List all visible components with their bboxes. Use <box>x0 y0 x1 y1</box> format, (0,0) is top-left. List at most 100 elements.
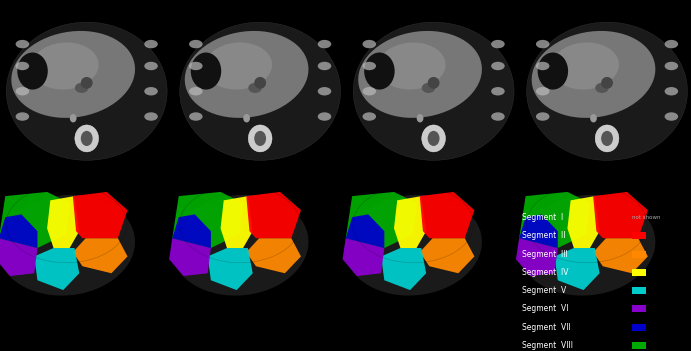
Ellipse shape <box>30 42 99 90</box>
Ellipse shape <box>601 77 613 89</box>
FancyBboxPatch shape <box>2 183 171 347</box>
Ellipse shape <box>16 112 29 121</box>
Ellipse shape <box>11 31 135 118</box>
Ellipse shape <box>491 62 504 70</box>
Ellipse shape <box>364 53 395 90</box>
Ellipse shape <box>518 195 655 296</box>
Ellipse shape <box>538 53 568 90</box>
Text: Segment  III: Segment III <box>522 250 567 259</box>
Ellipse shape <box>536 112 549 121</box>
FancyBboxPatch shape <box>632 305 646 312</box>
Ellipse shape <box>363 62 376 70</box>
Ellipse shape <box>428 131 439 146</box>
Ellipse shape <box>536 40 549 48</box>
Ellipse shape <box>184 31 308 118</box>
Ellipse shape <box>527 22 688 160</box>
FancyBboxPatch shape <box>632 232 646 239</box>
Ellipse shape <box>189 40 202 48</box>
Ellipse shape <box>75 125 99 152</box>
Polygon shape <box>593 192 648 238</box>
Polygon shape <box>0 214 37 248</box>
Ellipse shape <box>16 40 29 48</box>
Ellipse shape <box>590 114 597 122</box>
Ellipse shape <box>358 31 482 118</box>
Ellipse shape <box>243 114 250 122</box>
Ellipse shape <box>6 22 167 160</box>
Ellipse shape <box>144 40 158 48</box>
Text: Segment  VI: Segment VI <box>522 304 568 313</box>
Text: not shown: not shown <box>632 215 661 220</box>
Polygon shape <box>172 192 243 248</box>
Polygon shape <box>169 238 211 276</box>
Ellipse shape <box>665 87 678 95</box>
Ellipse shape <box>204 42 272 90</box>
Ellipse shape <box>16 87 29 95</box>
FancyBboxPatch shape <box>349 183 518 347</box>
Polygon shape <box>346 214 384 248</box>
Ellipse shape <box>16 62 29 70</box>
Ellipse shape <box>531 31 655 118</box>
Text: Segment  II: Segment II <box>522 231 565 240</box>
Ellipse shape <box>491 112 504 121</box>
Ellipse shape <box>144 112 158 121</box>
Ellipse shape <box>665 112 678 121</box>
Ellipse shape <box>595 83 609 93</box>
Ellipse shape <box>551 42 619 90</box>
Ellipse shape <box>171 195 308 296</box>
Ellipse shape <box>144 87 158 95</box>
Ellipse shape <box>75 83 88 93</box>
Ellipse shape <box>318 112 331 121</box>
Polygon shape <box>593 238 648 273</box>
Ellipse shape <box>81 77 93 89</box>
FancyBboxPatch shape <box>2 7 171 176</box>
Ellipse shape <box>70 114 77 122</box>
Ellipse shape <box>144 62 158 70</box>
Text: Segment  VII: Segment VII <box>522 323 571 332</box>
Polygon shape <box>246 238 301 273</box>
Polygon shape <box>519 214 558 248</box>
Polygon shape <box>516 238 558 276</box>
Ellipse shape <box>254 77 266 89</box>
FancyBboxPatch shape <box>176 7 345 176</box>
FancyBboxPatch shape <box>632 342 646 349</box>
FancyBboxPatch shape <box>632 324 646 331</box>
Ellipse shape <box>428 77 439 89</box>
Ellipse shape <box>17 53 48 90</box>
Ellipse shape <box>189 112 202 121</box>
Ellipse shape <box>595 125 619 152</box>
Ellipse shape <box>422 83 435 93</box>
Ellipse shape <box>363 40 376 48</box>
Ellipse shape <box>491 87 504 95</box>
Polygon shape <box>208 248 253 290</box>
Polygon shape <box>35 248 79 290</box>
Ellipse shape <box>491 40 504 48</box>
FancyBboxPatch shape <box>522 7 691 176</box>
Ellipse shape <box>318 62 331 70</box>
Ellipse shape <box>665 40 678 48</box>
Polygon shape <box>172 214 211 248</box>
Ellipse shape <box>189 62 202 70</box>
Polygon shape <box>0 192 70 248</box>
Polygon shape <box>73 238 128 273</box>
Ellipse shape <box>363 87 376 95</box>
FancyBboxPatch shape <box>632 269 646 276</box>
Polygon shape <box>246 192 301 238</box>
FancyBboxPatch shape <box>522 183 691 347</box>
Ellipse shape <box>254 131 266 146</box>
Ellipse shape <box>345 195 482 296</box>
Ellipse shape <box>248 125 272 152</box>
Ellipse shape <box>536 62 549 70</box>
Ellipse shape <box>665 62 678 70</box>
Ellipse shape <box>180 22 341 160</box>
Polygon shape <box>419 238 475 273</box>
Polygon shape <box>394 196 426 248</box>
Ellipse shape <box>0 195 135 296</box>
Text: Segment  V: Segment V <box>522 286 566 295</box>
FancyBboxPatch shape <box>632 251 646 258</box>
Ellipse shape <box>191 53 221 90</box>
Polygon shape <box>47 196 79 248</box>
Polygon shape <box>419 192 475 238</box>
Ellipse shape <box>417 114 424 122</box>
Ellipse shape <box>377 42 446 90</box>
Ellipse shape <box>363 112 376 121</box>
